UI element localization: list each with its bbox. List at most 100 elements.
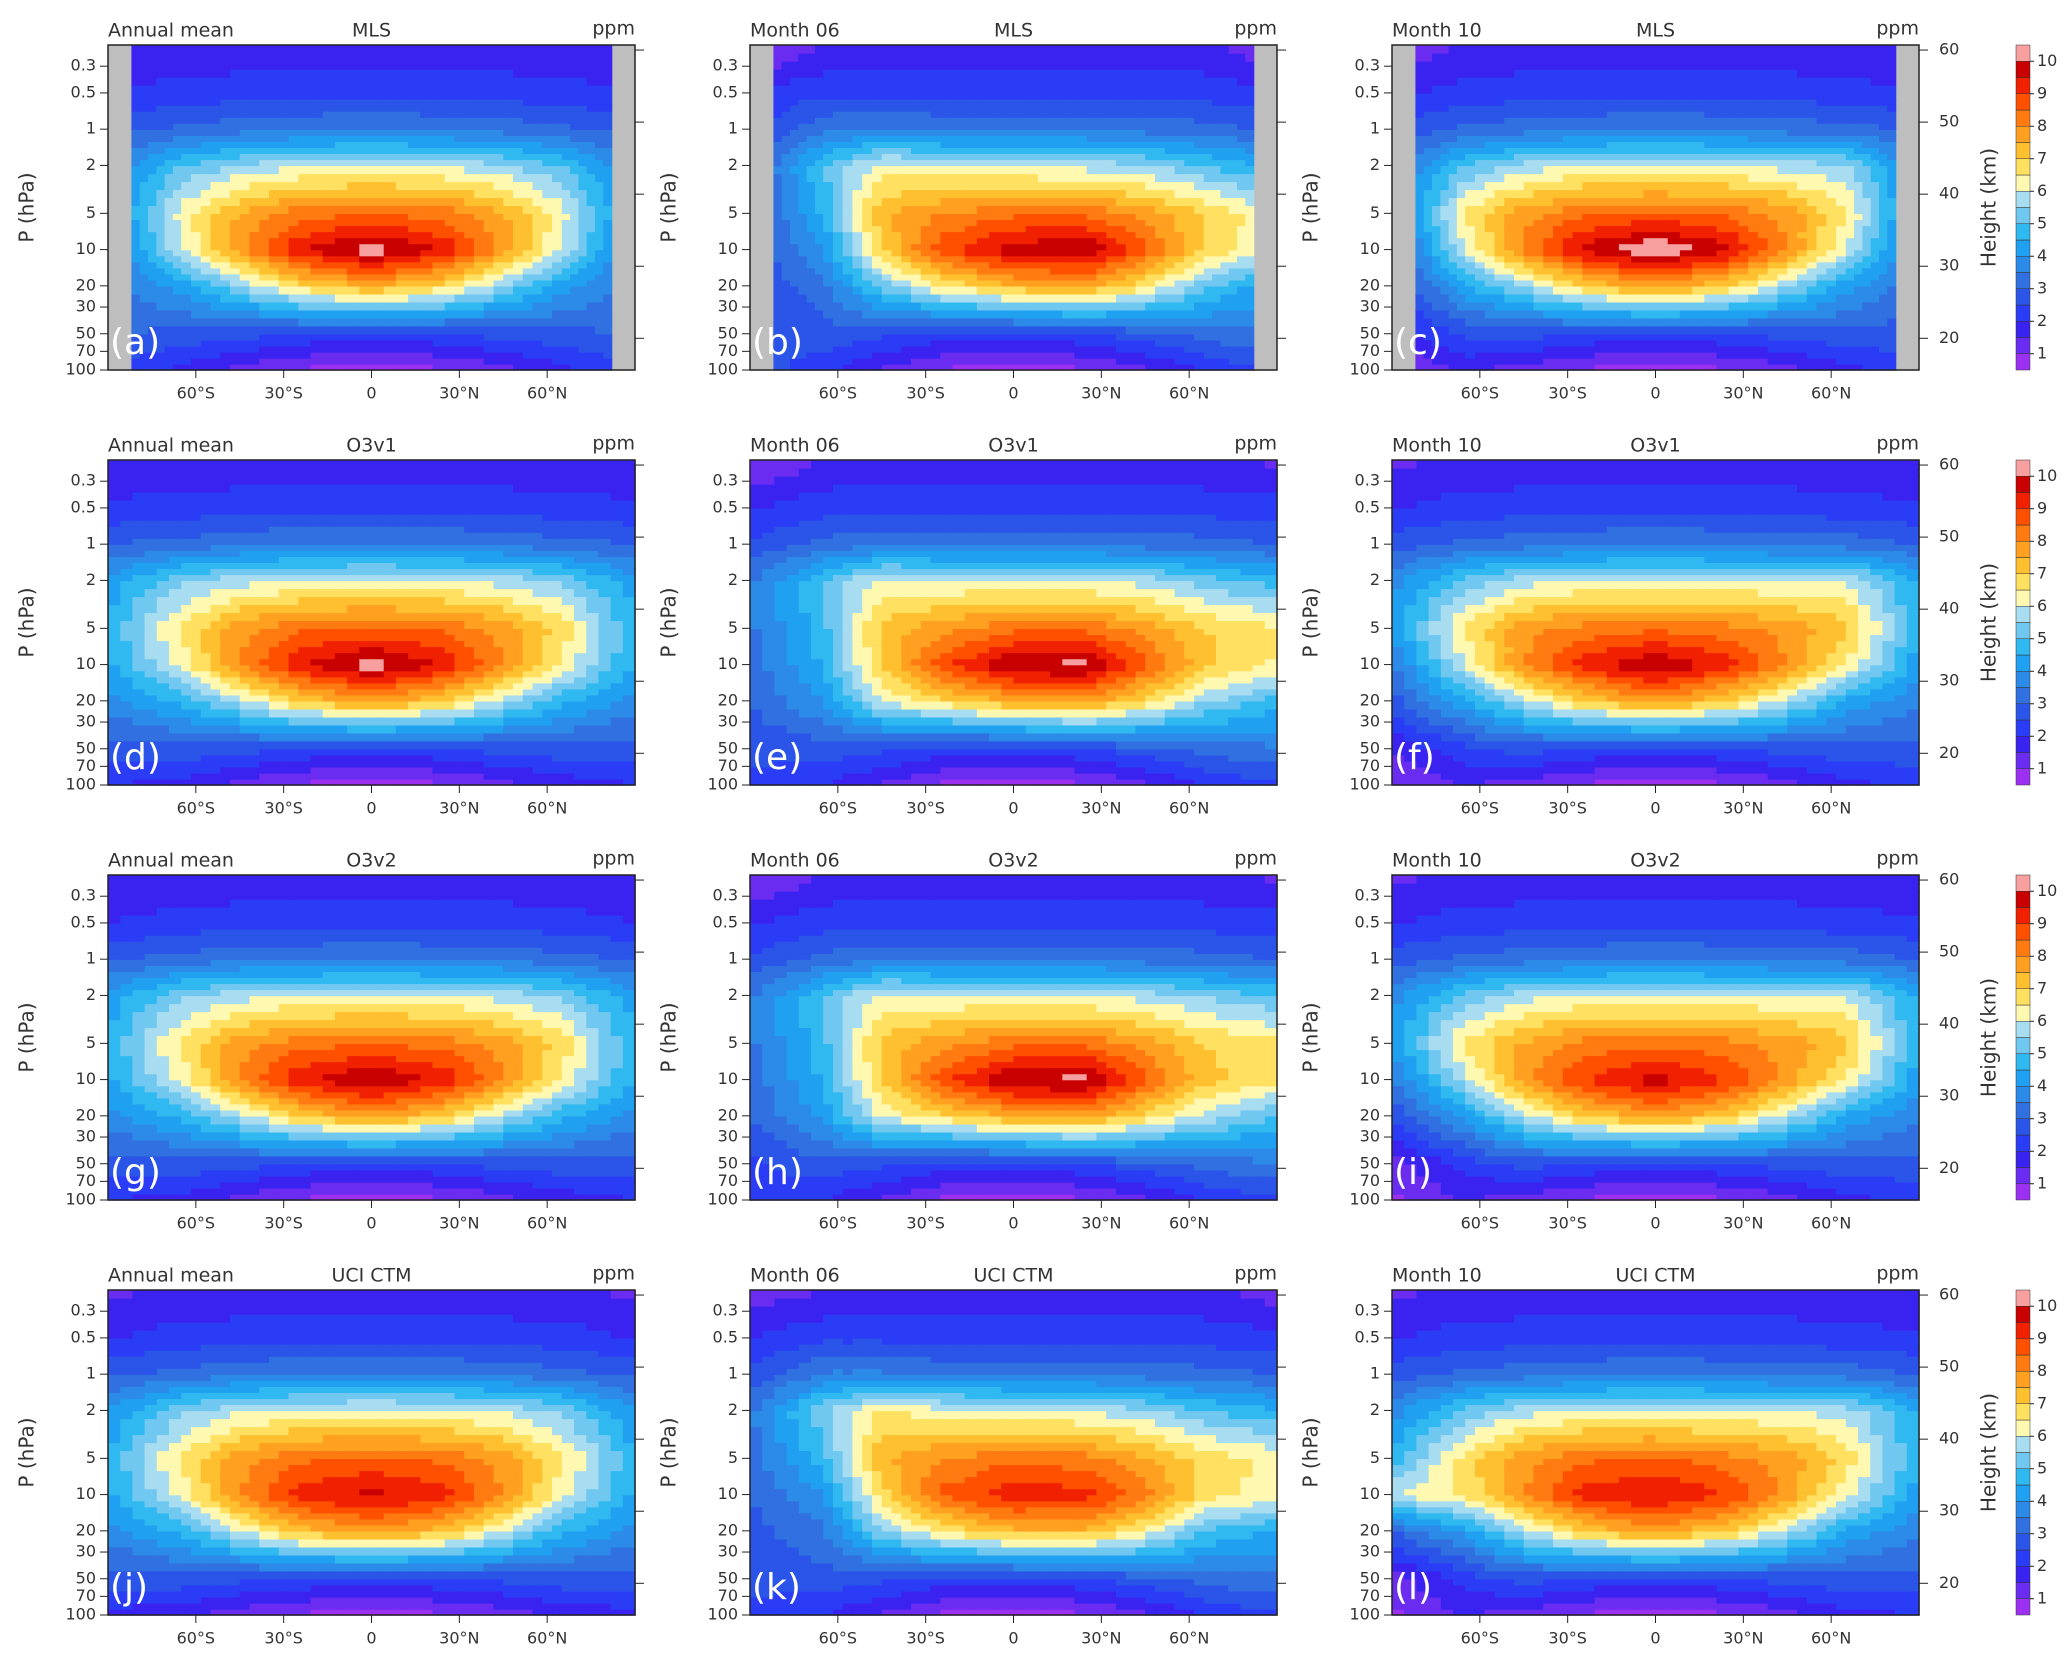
contour-cell	[1038, 302, 1051, 311]
contour-cell	[1026, 197, 1039, 206]
contour-cell	[1846, 346, 1855, 353]
contour-cell	[445, 244, 455, 251]
contour-cell	[570, 213, 579, 220]
contour-cell	[1001, 205, 1014, 214]
contour-cell	[513, 340, 523, 347]
contour-cell	[1116, 294, 1126, 303]
contour-cell	[220, 153, 230, 160]
contour-cell	[140, 219, 149, 226]
contour-cell	[335, 173, 348, 182]
contour-cell	[384, 346, 397, 353]
contour-cell	[852, 238, 862, 245]
contour-cell	[1237, 129, 1246, 136]
contour-cell	[1204, 117, 1213, 124]
contour-cell	[445, 77, 455, 86]
contour-cell	[335, 346, 348, 353]
contour-cell	[1074, 159, 1087, 166]
contour-cell	[230, 294, 240, 303]
contour-cell	[503, 117, 513, 124]
contour-cell	[1465, 358, 1475, 365]
contour-cell	[790, 286, 799, 295]
contour-cell	[474, 99, 484, 106]
contour-cell	[533, 77, 543, 86]
contour-cell	[220, 326, 230, 335]
contour-cell	[578, 286, 587, 295]
contour-cell	[220, 69, 230, 78]
contour-cell	[901, 181, 911, 190]
contour-cell	[503, 99, 513, 106]
contour-cell	[1026, 153, 1039, 160]
contour-cell	[289, 250, 299, 257]
contour-cell	[911, 123, 921, 130]
contour-cell	[1245, 231, 1254, 238]
contour-cell	[1062, 250, 1075, 257]
contour-cell	[798, 61, 807, 70]
contour-cell	[240, 117, 250, 124]
contour-cell	[484, 53, 494, 62]
contour-cell	[1026, 256, 1039, 263]
contour-cell	[513, 302, 523, 311]
contour-cell	[181, 294, 191, 303]
contour-cell	[372, 123, 385, 130]
contour-cell	[1116, 358, 1126, 365]
y-tick-label: 5	[86, 203, 96, 222]
contour-cell	[1116, 238, 1126, 245]
contour-cell	[1194, 225, 1204, 232]
contour-cell	[1050, 225, 1063, 232]
contour-cell	[901, 129, 911, 136]
contour-cell	[1050, 294, 1063, 303]
contour-cell	[432, 225, 445, 232]
contour-cell	[1106, 61, 1116, 70]
contour-cell	[445, 213, 455, 220]
contour-cell	[250, 77, 260, 86]
contour-cell	[503, 238, 513, 245]
contour-cell	[1165, 85, 1175, 94]
contour-cell	[921, 302, 931, 311]
contour-cell	[815, 173, 824, 182]
contour-cell	[140, 61, 149, 70]
contour-cell	[578, 197, 587, 206]
contour-cell	[977, 165, 990, 174]
contour-cell	[542, 197, 552, 206]
contour-cell	[862, 262, 872, 269]
contour-cell	[587, 294, 596, 303]
contour-cell	[1175, 165, 1185, 174]
contour-cell	[474, 268, 484, 275]
contour-cell	[552, 53, 562, 62]
contour-cell	[372, 250, 385, 257]
contour-cell	[578, 135, 587, 142]
contour-cell	[790, 250, 799, 257]
contour-cell	[1087, 310, 1097, 319]
contour-cell	[852, 129, 862, 136]
contour-cell	[542, 358, 552, 365]
contour-cell	[230, 250, 240, 257]
contour-cell	[298, 45, 311, 54]
contour-cell	[1038, 93, 1051, 100]
contour-cell	[1026, 135, 1039, 142]
contour-cell	[347, 45, 360, 54]
contour-cell	[953, 153, 966, 160]
contour-cell	[977, 310, 990, 319]
contour-cell	[989, 69, 1002, 78]
contour-cell	[862, 268, 872, 275]
contour-cell	[901, 45, 911, 54]
contour-cell	[1237, 244, 1246, 251]
contour-cell	[773, 45, 782, 54]
contour-cell	[408, 77, 421, 86]
contour-cell	[587, 250, 596, 257]
contour-cell	[989, 111, 1002, 118]
contour-cell	[587, 99, 596, 106]
contour-cell	[603, 117, 612, 124]
contour-cell	[210, 256, 220, 263]
contour-cell	[1014, 358, 1027, 365]
contour-cell	[445, 262, 455, 269]
contour-cell	[989, 173, 1002, 182]
x-tick-label: 30°N	[439, 384, 479, 403]
contour-cell	[892, 197, 902, 206]
contour-cell	[552, 69, 562, 78]
contour-cell	[921, 250, 931, 257]
contour-cell	[773, 53, 782, 62]
contour-cell	[1738, 352, 1748, 359]
contour-cell	[931, 256, 941, 263]
contour-cell	[474, 123, 484, 130]
